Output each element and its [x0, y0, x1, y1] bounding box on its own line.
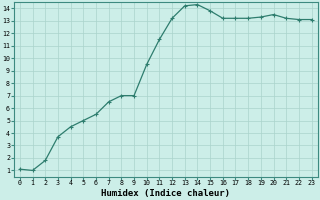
X-axis label: Humidex (Indice chaleur): Humidex (Indice chaleur) [101, 189, 230, 198]
